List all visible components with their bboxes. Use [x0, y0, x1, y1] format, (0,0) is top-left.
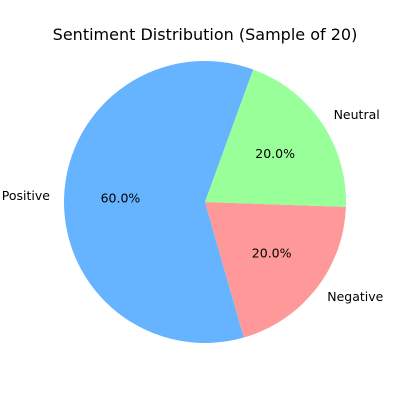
- pct-label-positive: 60.0%: [101, 191, 141, 206]
- pie-slice-positive: [63, 61, 254, 344]
- slice-label-negative: Negative: [327, 289, 383, 304]
- pie-slices: [63, 61, 346, 344]
- slice-label-positive: Positive: [2, 188, 50, 203]
- pct-label-negative: 20.0%: [252, 246, 292, 261]
- pct-label-neutral: 20.0%: [255, 146, 295, 161]
- chart-title: Sentiment Distribution (Sample of 20): [53, 25, 358, 44]
- slice-label-neutral: Neutral: [334, 107, 380, 122]
- pie-slice-neutral: [205, 69, 346, 207]
- pie-slice-negative: [205, 202, 346, 338]
- pie-labels: Positive 60.0% Negative 20.0% Neutral 20.0%: [2, 107, 384, 304]
